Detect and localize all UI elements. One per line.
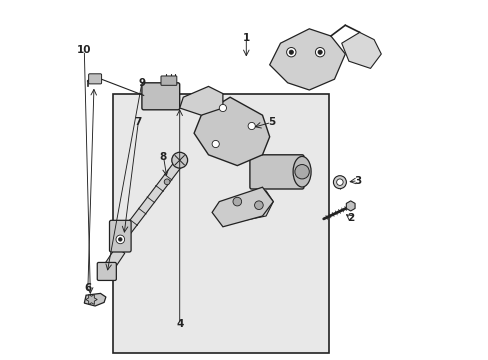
FancyBboxPatch shape (113, 94, 328, 353)
Circle shape (317, 50, 322, 54)
Text: 8: 8 (160, 152, 167, 162)
Polygon shape (101, 247, 124, 275)
Polygon shape (85, 294, 97, 305)
Text: 6: 6 (84, 283, 91, 293)
Polygon shape (84, 293, 106, 306)
Circle shape (232, 197, 241, 206)
Polygon shape (194, 97, 269, 166)
Polygon shape (215, 191, 273, 223)
Polygon shape (179, 86, 223, 115)
Text: 7: 7 (134, 117, 142, 127)
Text: 9: 9 (138, 78, 145, 88)
Circle shape (333, 176, 346, 189)
FancyBboxPatch shape (249, 155, 303, 189)
Text: 1: 1 (242, 33, 249, 43)
Polygon shape (119, 159, 183, 240)
Circle shape (219, 104, 226, 112)
FancyBboxPatch shape (109, 220, 131, 252)
Polygon shape (346, 201, 354, 211)
Polygon shape (341, 32, 381, 68)
Circle shape (336, 179, 343, 185)
Circle shape (212, 140, 219, 148)
FancyBboxPatch shape (88, 74, 102, 84)
Text: 10: 10 (77, 45, 91, 55)
Ellipse shape (292, 156, 310, 187)
Polygon shape (269, 29, 345, 90)
FancyBboxPatch shape (142, 83, 179, 110)
Polygon shape (201, 97, 262, 155)
FancyBboxPatch shape (161, 76, 177, 85)
Circle shape (288, 50, 293, 54)
Circle shape (247, 122, 255, 130)
Circle shape (294, 165, 309, 179)
Circle shape (171, 152, 187, 168)
Circle shape (286, 48, 295, 57)
Circle shape (164, 179, 170, 185)
Text: 3: 3 (353, 176, 361, 186)
Text: 5: 5 (267, 117, 275, 127)
Circle shape (315, 48, 324, 57)
Polygon shape (212, 187, 273, 227)
FancyBboxPatch shape (97, 262, 116, 280)
Text: 4: 4 (176, 319, 183, 329)
Circle shape (116, 235, 124, 244)
Circle shape (254, 201, 263, 210)
Text: 2: 2 (346, 213, 354, 223)
Circle shape (118, 238, 122, 241)
